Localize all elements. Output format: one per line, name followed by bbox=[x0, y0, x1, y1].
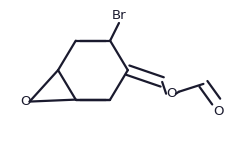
Text: Br: Br bbox=[112, 9, 126, 22]
Text: O: O bbox=[166, 87, 176, 100]
Text: O: O bbox=[213, 105, 223, 118]
Text: O: O bbox=[20, 95, 31, 108]
